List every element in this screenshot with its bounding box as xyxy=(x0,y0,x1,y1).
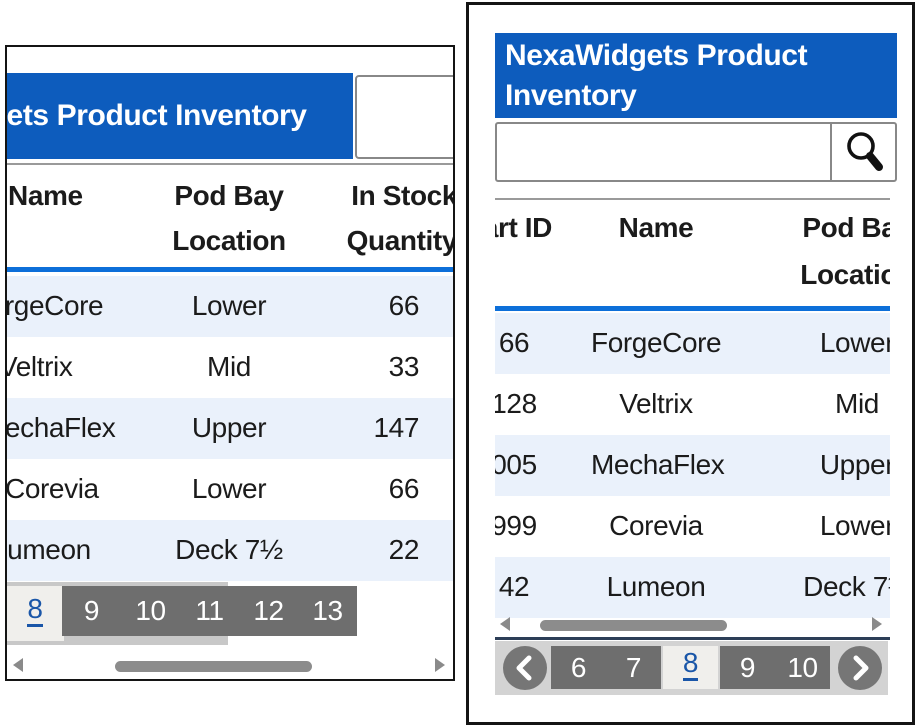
column-header-podbay-line1: Pod Bay xyxy=(802,212,890,243)
horizontal-scrollbar-thumb[interactable] xyxy=(540,620,727,631)
scroll-right-arrow-icon[interactable] xyxy=(435,658,445,672)
scroll-right-arrow-icon[interactable] xyxy=(872,617,882,631)
cell-partid: 42 xyxy=(498,571,530,602)
table-row: 66 ForgeCore Lower xyxy=(495,313,890,374)
table-row: 005 MechaFlex Upper xyxy=(495,435,890,496)
table-scroll-viewport[interactable]: Part ID Name Pod Bay Location 66 ForgeCo… xyxy=(495,195,890,623)
pager-page[interactable]: 12 xyxy=(253,595,284,626)
cell-location: Upper xyxy=(191,412,267,443)
inventory-window-right: NexaWidgets Product Inventory Part ID Na… xyxy=(466,2,915,725)
table-top-rule xyxy=(495,198,890,200)
page-title: NexaWidgets Product Inventory xyxy=(495,33,897,118)
table-row: ForgeCore Lower 66 xyxy=(7,276,453,337)
page-title-text: NexaWidgets Product Inventory xyxy=(6,99,307,132)
cell-partid: 999 xyxy=(495,510,537,541)
table-row: Corevia Lower 66 xyxy=(7,459,453,520)
pager-prev-button[interactable] xyxy=(503,646,547,690)
column-header-name: Name xyxy=(8,180,83,211)
pager-page[interactable]: 13 xyxy=(312,595,343,626)
chevron-right-icon xyxy=(853,655,869,681)
scroll-left-arrow-icon[interactable] xyxy=(500,617,510,631)
column-header-podbay-line1: Pod Bay xyxy=(174,180,284,211)
pager-page[interactable]: 7 xyxy=(625,652,642,683)
table-top-rule xyxy=(7,163,453,165)
cell-location: Upper xyxy=(819,449,890,480)
horizontal-scrollbar-thumb[interactable] xyxy=(115,661,312,672)
cell-qty: 33 xyxy=(388,351,420,382)
cell-location: Lower xyxy=(191,473,267,504)
cell-name: MechaFlex xyxy=(591,449,725,480)
pager-next-button[interactable] xyxy=(838,646,882,690)
pager-current-page[interactable]: 8 xyxy=(7,586,64,641)
pager-page[interactable]: 10 xyxy=(787,652,818,683)
header-divider xyxy=(495,306,890,311)
cell-name: ForgeCore xyxy=(591,327,722,358)
table-row: Veltrix Mid 33 xyxy=(7,337,453,398)
cell-partid: 128 xyxy=(495,388,537,419)
pager-pages-right: 9 10 xyxy=(720,646,830,689)
pager-page[interactable]: 9 xyxy=(739,652,756,683)
column-header-podbay-line2: Location xyxy=(172,225,286,256)
cell-name: Corevia xyxy=(609,510,703,541)
cell-qty: 66 xyxy=(388,290,420,321)
page-title: NexaWidgets Product Inventory xyxy=(6,73,353,159)
inventory-window-left: NexaWidgets Product Inventory Name Pod B… xyxy=(5,45,455,681)
chevron-left-icon xyxy=(516,655,532,681)
column-header-stock-line2: Quantity xyxy=(346,225,455,256)
pager-page[interactable]: 6 xyxy=(570,652,587,683)
cell-name: MechaFlex xyxy=(5,412,116,443)
cell-partid: 66 xyxy=(498,327,530,358)
pager-page[interactable]: 10 xyxy=(135,595,166,626)
pager-current-label[interactable]: 8 xyxy=(682,648,698,681)
table-row: 42 Lumeon Deck 7½ xyxy=(495,557,890,618)
search-button[interactable] xyxy=(830,122,897,182)
table-row: 128 Veltrix Mid xyxy=(495,374,890,435)
cell-qty: 147 xyxy=(373,412,419,443)
table-row: Lumeon Deck 7½ 22 xyxy=(7,520,453,581)
cell-location: Lower xyxy=(819,327,890,358)
cell-location: Deck 7½ xyxy=(803,571,890,602)
cell-location: Lower xyxy=(191,290,267,321)
pager-page[interactable]: 11 xyxy=(195,595,224,626)
pager-pages: 9 10 11 12 13 xyxy=(62,586,357,636)
search-input[interactable] xyxy=(355,75,453,159)
column-header-podbay-line2: Location xyxy=(800,259,890,290)
pager: 6 7 8 9 10 xyxy=(495,641,888,695)
table-row: 999 Corevia Lower xyxy=(495,496,890,557)
pager-current-label[interactable]: 8 xyxy=(27,594,43,627)
pager-pages-left: 6 7 xyxy=(551,646,661,689)
page-title-text: NexaWidgets Product Inventory xyxy=(505,39,808,112)
header-divider xyxy=(7,267,453,272)
cell-name: Veltrix xyxy=(5,351,73,382)
cell-location: Deck 7½ xyxy=(175,534,283,565)
search-icon xyxy=(846,132,883,171)
cell-location: Lower xyxy=(819,510,890,541)
cell-name: Lumeon xyxy=(606,571,706,602)
cell-partid: 005 xyxy=(495,449,537,480)
cell-name: Lumeon xyxy=(7,534,91,565)
cell-name: Veltrix xyxy=(619,388,693,419)
scroll-left-arrow-icon[interactable] xyxy=(13,658,23,672)
pager-page[interactable]: 9 xyxy=(83,595,100,626)
pager-current-page[interactable]: 8 xyxy=(663,646,718,689)
column-header-name: Name xyxy=(618,212,694,243)
cell-name: Corevia xyxy=(5,473,99,504)
cell-location: Mid xyxy=(207,351,251,382)
table-row: MechaFlex Upper 147 xyxy=(7,398,453,459)
pager-top-border xyxy=(495,637,890,640)
search-input[interactable] xyxy=(495,122,832,182)
cell-qty: 66 xyxy=(388,473,420,504)
cell-location: Mid xyxy=(835,388,879,419)
cell-name: ForgeCore xyxy=(5,290,104,321)
cell-qty: 22 xyxy=(388,534,420,565)
column-header-partid: Part ID xyxy=(495,212,552,243)
column-header-stock-line1: In Stock xyxy=(351,180,455,211)
